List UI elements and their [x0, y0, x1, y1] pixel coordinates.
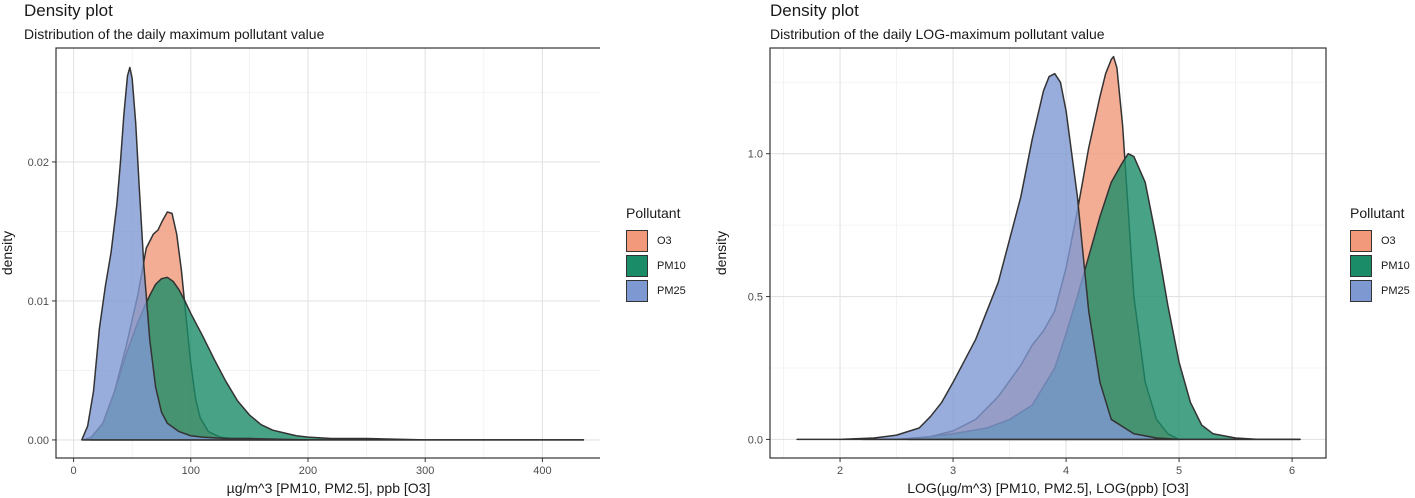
density-chart-right: 2 3 4 5 6 0.0 0.5 1.0 LOG(µg/m^3) [PM10, PM2.5],…	[713, 47, 1327, 496]
y-tick-label: 0.00	[28, 435, 49, 447]
x-tick-label: 3	[950, 465, 956, 477]
y-axis-title: density	[0, 231, 15, 275]
chart-title: Density plot	[24, 1, 113, 20]
chart-subtitle: Distribution of the daily LOG-maximum po…	[770, 26, 1105, 42]
x-tick-label: 200	[299, 465, 317, 477]
density-areas	[81, 66, 585, 441]
x-tick-label: 400	[533, 465, 551, 477]
legend-item-pm25: PM25	[1350, 278, 1410, 303]
density-areas	[796, 55, 1301, 441]
legend-key-pm25	[626, 279, 648, 302]
y-tick-label: 0.5	[748, 292, 763, 304]
x-tick-label: 5	[1176, 465, 1182, 477]
x-tick-label: 2	[837, 465, 843, 477]
legend-key-pm10	[1350, 254, 1372, 277]
x-tick-label: 4	[1063, 465, 1069, 477]
legend: Pollutant O3 PM10 PM25	[1350, 205, 1410, 303]
legend-label-pm10: PM10	[1381, 259, 1410, 272]
legend-label-pm25: PM25	[1381, 284, 1410, 297]
x-axis-title: LOG(µg/m^3) [PM10, PM2.5], LOG(ppb) [O3]	[907, 480, 1189, 496]
legend-item-pm25: PM25	[626, 278, 686, 303]
legend-key-o3	[1350, 229, 1372, 252]
x-tick-label: 6	[1289, 465, 1295, 477]
chart-title: Density plot	[770, 1, 859, 20]
legend-item-pm10: PM10	[1350, 253, 1410, 278]
x-tick-label: 0	[71, 465, 77, 477]
density-area-pm25	[796, 72, 1301, 441]
legend-item-o3: O3	[626, 228, 686, 253]
plot-border	[55, 47, 600, 459]
legend-title: Pollutant	[1350, 205, 1405, 221]
legend-label-o3: O3	[1381, 234, 1396, 247]
y-tick-label: 0.01	[28, 296, 49, 308]
right-chart-panel: Density plot Distribution of the daily L…	[708, 0, 1415, 498]
plot-border	[769, 47, 1327, 459]
left-chart-panel: Density plot Distribution of the daily m…	[0, 1, 686, 496]
density-chart-left: 0 100 200 300 400 0.00 0.01 0.02 µg/m^3 [PM10, P…	[0, 47, 600, 496]
chart-subtitle: Distribution of the daily maximum pollut…	[24, 26, 325, 42]
legend-item-pm10: PM10	[626, 253, 686, 278]
legend-title: Pollutant	[626, 205, 681, 221]
legend-key-pm10	[626, 254, 648, 277]
legend-label-o3: O3	[657, 234, 672, 247]
y-axis-title: density	[713, 231, 729, 275]
y-tick-label: 0.02	[28, 157, 49, 169]
legend-label-pm25: PM25	[657, 284, 686, 297]
y-tick-label: 0.0	[748, 434, 763, 446]
legend-item-o3: O3	[1350, 228, 1410, 253]
y-tick-label: 1.0	[748, 149, 763, 161]
legend-key-o3	[626, 229, 648, 252]
legend: Pollutant O3 PM10 PM25	[626, 205, 686, 303]
x-tick-label: 300	[416, 465, 434, 477]
x-tick-label: 100	[182, 465, 200, 477]
density-area-pm25	[81, 66, 585, 441]
legend-label-pm10: PM10	[657, 259, 686, 272]
legend-key-pm25	[1350, 279, 1372, 302]
x-axis-title: µg/m^3 [PM10, PM2.5], ppb [O3]	[227, 480, 431, 496]
